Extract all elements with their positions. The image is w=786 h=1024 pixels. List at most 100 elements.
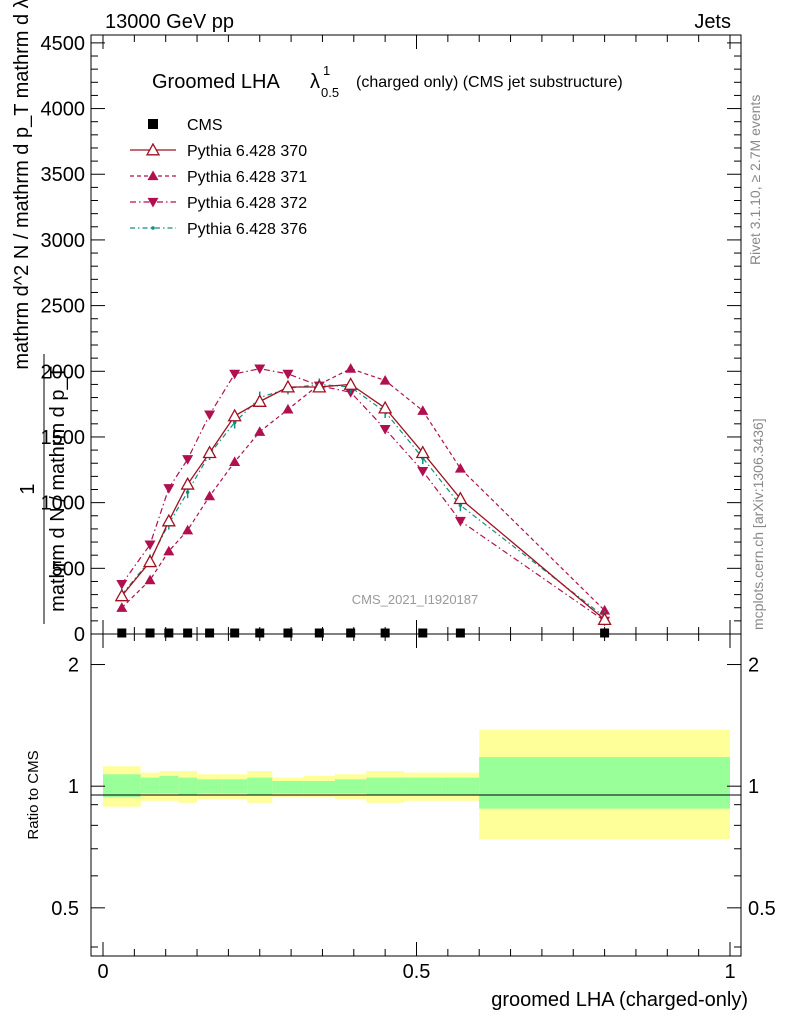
point-cms [183, 628, 193, 638]
legend-marker-p376 [151, 226, 155, 230]
y-axis-label: 1 mathrm d N / mathrm d p_T [17, 354, 69, 624]
point-cms [314, 628, 324, 638]
legend: CMS Pythia 6.428 370 Pythia 6.428 371 Pythi… [130, 117, 307, 238]
ratio-band-inner-bin [441, 777, 480, 796]
ratio-band-inner-bin [366, 777, 404, 796]
point-p371 [182, 524, 194, 535]
point-p371 [254, 426, 266, 436]
chart-title: Groomed LHA λ 1 0.5 (charged only) (CMS … [152, 63, 623, 100]
legend-entry-p376: Pythia 6.428 376 [130, 221, 307, 238]
ratio-band-inner-bin [140, 777, 160, 794]
legend-marker-p371 [147, 170, 159, 181]
series-p372 [116, 364, 611, 627]
ratio-y-tick-labels: 0.5 0.5 1 1 2 2 [51, 655, 776, 920]
analysis-watermark: CMS_2021_I1920187 [352, 592, 479, 607]
legend-label-p370: Pythia 6.428 370 [187, 143, 307, 160]
y-label-denominator: mathrm d N / mathrm d p_T [47, 366, 69, 612]
y-tick-label: 2500 [41, 296, 86, 318]
point-p371 [417, 405, 429, 415]
ratio-band-inner-bin [247, 777, 273, 796]
point-p371 [599, 604, 611, 615]
point-p372 [254, 364, 266, 375]
series-p370 [114, 377, 612, 626]
point-p371 [144, 574, 156, 585]
point-p372 [282, 369, 294, 380]
y-label-numerator: 1 [17, 483, 39, 494]
point-p372 [379, 424, 391, 435]
ratio-band-inner-bin [103, 774, 141, 798]
ratio-tick-label-right: 2 [748, 655, 759, 677]
ratio-band-inner-bin [334, 779, 367, 794]
ratio-band-inner-bin [403, 777, 442, 796]
ratio-band-inner-bin [197, 779, 223, 794]
ratio-band-inner-bin [272, 780, 304, 794]
y-tick-label: 0 [74, 624, 85, 646]
point-p370 [142, 554, 158, 568]
ratio-tick-label-right: 0.5 [748, 898, 776, 920]
x-tick-label: 0.5 [403, 961, 431, 983]
legend-label-p371: Pythia 6.428 371 [187, 169, 307, 186]
header-right: Jets [694, 11, 731, 33]
legend-label-cms: CMS [187, 117, 223, 134]
legend-entry-p372: Pythia 6.428 372 [130, 195, 307, 212]
ratio-band-inner-bin [222, 779, 248, 794]
point-cms [418, 628, 428, 638]
point-p371 [282, 403, 294, 414]
y-tick-label: 3000 [41, 230, 86, 252]
y-tick-label: 4500 [41, 33, 86, 55]
title-sup: 1 [323, 63, 330, 78]
point-cms [230, 628, 240, 638]
point-p376 [232, 420, 237, 425]
x-tick-label: 0 [97, 961, 108, 983]
legend-marker-p372 [147, 197, 159, 208]
ratio-band-inner [103, 757, 730, 809]
title-symbol: λ [310, 71, 320, 93]
legend-label-p376: Pythia 6.428 376 [187, 221, 307, 238]
point-p370 [343, 377, 358, 390]
point-p376 [458, 503, 463, 508]
point-p370 [378, 400, 393, 414]
axis-ticks [91, 35, 741, 956]
point-p372 [116, 579, 128, 590]
y-label-extra: mathrm d^2 N / mathrm d p_T mathrm d λ [11, 0, 33, 370]
legend-entry-p371: Pythia 6.428 371 [130, 169, 307, 186]
y-tick-label: 1000 [41, 493, 86, 515]
y-tick-label: 3500 [41, 164, 86, 186]
point-p370 [161, 513, 176, 527]
point-p370 [114, 588, 129, 602]
y-tick-label: 1500 [41, 427, 86, 449]
legend-entry-p370: Pythia 6.428 370 [130, 142, 307, 160]
y-tick-label: 4000 [41, 99, 86, 121]
ratio-tick-label-left: 1 [68, 776, 79, 798]
point-cms [117, 628, 127, 638]
point-cms [164, 628, 174, 638]
main-y-tick-labels: 0 500 1000 1500 2000 2500 3000 3500 4000 4500 [41, 33, 86, 646]
x-tick-label: 1 [724, 961, 735, 983]
point-p372 [229, 369, 241, 380]
point-p371 [379, 374, 391, 385]
point-cms [455, 628, 465, 638]
series-cms [117, 628, 610, 638]
ratio-tick-label-left: 0.5 [51, 898, 79, 920]
point-p371 [163, 545, 175, 556]
point-p372 [163, 484, 175, 494]
point-p370 [312, 379, 327, 393]
ratio-band-inner-bin [178, 777, 198, 796]
y-axis-label-extra: mathrm d^2 N / mathrm d p_T mathrm d λ [11, 0, 33, 370]
point-p371 [116, 602, 128, 612]
y-tick-label: 500 [52, 558, 85, 580]
ratio-band-inner-bin [479, 757, 730, 809]
ratio-y-label: Ratio to CMS [25, 750, 42, 839]
series-line-p372 [121, 368, 605, 622]
point-cms [255, 628, 265, 638]
point-p372 [182, 455, 194, 465]
ratio-band-inner-bin [303, 780, 335, 794]
title-main: Groomed LHA [152, 71, 280, 93]
ratio-band-inner-bin [159, 775, 179, 794]
point-p370 [453, 491, 468, 505]
point-p370 [280, 379, 296, 393]
legend-marker-p370 [145, 142, 161, 156]
point-p371 [204, 490, 216, 501]
